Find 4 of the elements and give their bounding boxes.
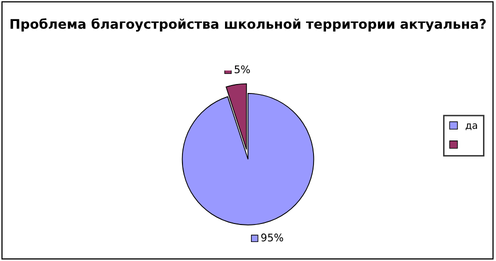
legend-label: да (466, 123, 478, 130)
data-label: 95% (261, 234, 284, 242)
chart-title: Проблема благоустройства школьной территории актуальна? (10, 18, 486, 32)
data-label: 5% (234, 65, 250, 74)
